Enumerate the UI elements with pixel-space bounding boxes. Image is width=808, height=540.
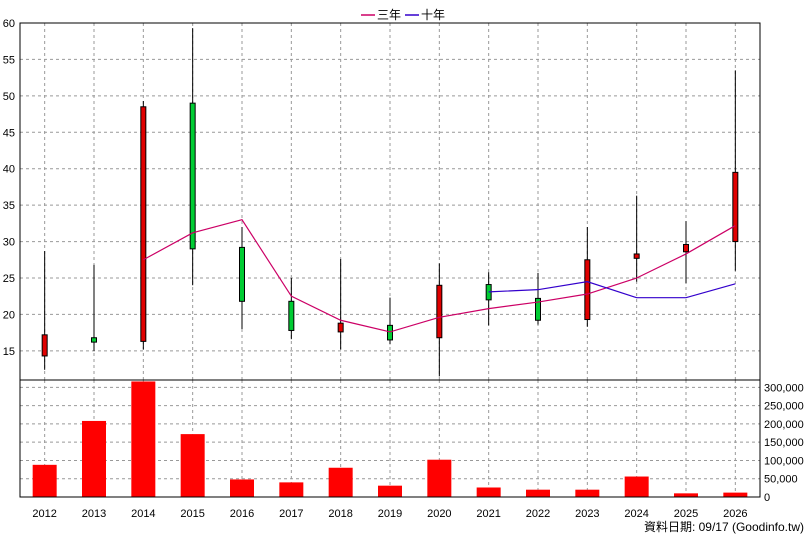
price-y-tick-label: 20 bbox=[3, 309, 15, 321]
candle-body bbox=[337, 322, 344, 333]
volume-bar bbox=[131, 381, 156, 497]
candle-body bbox=[584, 259, 591, 321]
x-tick-label: 2019 bbox=[378, 508, 402, 520]
volume-y-tick-label: 0 bbox=[764, 492, 770, 504]
candle-body bbox=[41, 334, 48, 357]
volume-y-tick-label: 50,000 bbox=[764, 474, 798, 486]
x-tick-label: 2024 bbox=[624, 508, 648, 520]
price-y-tick-label: 40 bbox=[3, 164, 15, 176]
volume-y-tick-label: 150,000 bbox=[764, 437, 804, 449]
x-tick-label: 2013 bbox=[82, 508, 106, 520]
volume-bar bbox=[279, 482, 304, 497]
ma-line-十年 bbox=[488, 281, 736, 299]
volume-bar bbox=[674, 493, 698, 497]
data-date-footer: 資料日期: 09/17 (Goodinfo.tw) bbox=[644, 520, 804, 534]
price-y-tick-label: 55 bbox=[3, 54, 15, 66]
x-tick-label: 2017 bbox=[279, 508, 303, 520]
volume-bar bbox=[328, 467, 353, 497]
candle-body bbox=[535, 297, 541, 321]
volume-bar bbox=[427, 459, 452, 497]
x-tick-label: 2016 bbox=[230, 508, 254, 520]
x-axis: 2012 2013 2014 2015 2016 2017 2018 2019 2020 2021… bbox=[32, 508, 747, 520]
volume-bars bbox=[32, 381, 748, 497]
volume-bar bbox=[378, 485, 402, 497]
volume-bar bbox=[723, 492, 748, 497]
volume-bar bbox=[624, 476, 649, 497]
price-y-tick-label: 60 bbox=[3, 18, 15, 30]
candle-body bbox=[732, 171, 739, 243]
candle-body bbox=[189, 102, 196, 250]
price-y-tick-label: 15 bbox=[3, 346, 15, 358]
candle-body bbox=[633, 253, 640, 259]
x-tick-label: 2021 bbox=[476, 508, 500, 520]
volume-bar bbox=[575, 489, 600, 497]
volume-bar bbox=[32, 464, 57, 497]
price-y-tick-label: 45 bbox=[3, 127, 15, 139]
moving-average-lines bbox=[143, 219, 736, 333]
volume-y-tick-label: 200,000 bbox=[764, 419, 804, 431]
x-tick-label: 2026 bbox=[723, 508, 747, 520]
x-tick-label: 2012 bbox=[32, 508, 56, 520]
price-y-tick-label: 50 bbox=[3, 91, 15, 103]
x-tick-label: 2023 bbox=[575, 508, 599, 520]
price-y-axis: 15 20 25 30 35 40 45 50 55 60 bbox=[3, 18, 15, 358]
price-y-tick-label: 25 bbox=[3, 273, 15, 285]
volume-y-tick-label: 250,000 bbox=[764, 401, 804, 413]
x-tick-label: 2018 bbox=[328, 508, 352, 520]
candle-body bbox=[140, 106, 147, 342]
plot-frames bbox=[19, 22, 761, 498]
ma-line-三年 bbox=[143, 219, 736, 333]
price-y-tick-label: 30 bbox=[3, 237, 15, 249]
volume-y-axis: 0 50,000 100,000 150,000 200,000 250,000 300,0… bbox=[764, 382, 804, 504]
x-tick-label: 2015 bbox=[180, 508, 204, 520]
volume-bar bbox=[230, 479, 254, 497]
volume-grid bbox=[20, 380, 760, 497]
volume-y-tick-label: 300,000 bbox=[764, 382, 804, 394]
legend-label-ten-year: 十年 bbox=[421, 8, 445, 22]
volume-y-tick-label: 100,000 bbox=[764, 455, 804, 467]
candle-body bbox=[683, 243, 689, 253]
price-y-tick-label: 35 bbox=[3, 200, 15, 212]
candle-body bbox=[288, 300, 295, 331]
x-tick-label: 2020 bbox=[427, 508, 451, 520]
x-tick-label: 2025 bbox=[674, 508, 698, 520]
candlesticks bbox=[41, 28, 739, 377]
candle-body bbox=[239, 246, 245, 302]
candle-body bbox=[387, 324, 393, 341]
legend-label-three-year: 三年 bbox=[377, 8, 401, 22]
x-tick-label: 2022 bbox=[526, 508, 550, 520]
volume-bar bbox=[82, 420, 106, 497]
x-tick-label: 2014 bbox=[131, 508, 155, 520]
volume-bar bbox=[526, 489, 550, 497]
volume-bar bbox=[180, 434, 205, 497]
candle-body bbox=[436, 284, 443, 339]
candle-body bbox=[91, 337, 97, 343]
volume-panel-frame bbox=[19, 379, 761, 498]
volume-bar bbox=[476, 487, 501, 497]
legend: 三年 十年 bbox=[361, 8, 445, 22]
